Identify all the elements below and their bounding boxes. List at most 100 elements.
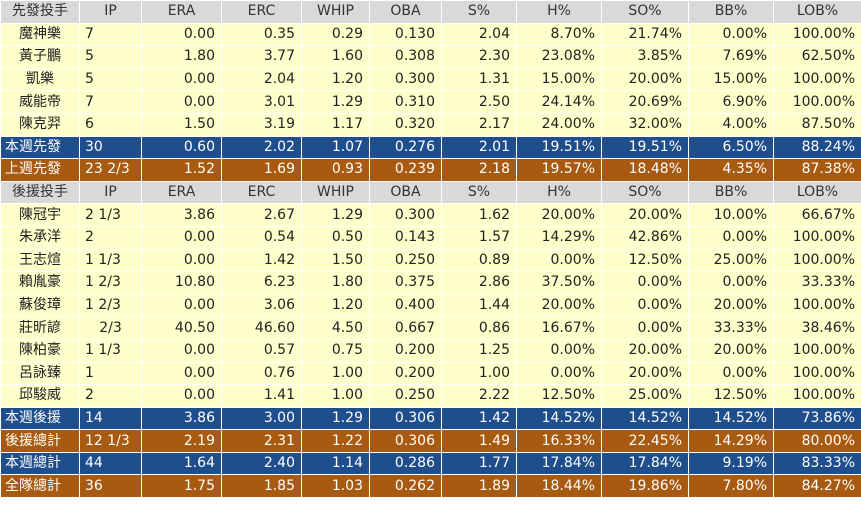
cell-era: 0.00 bbox=[141, 361, 222, 386]
header-s-pct: S% bbox=[441, 0, 517, 24]
cell-so-pct: 20.69% bbox=[601, 90, 689, 114]
header-ip: IP bbox=[79, 180, 142, 205]
cell-h-pct: 0.00% bbox=[516, 338, 602, 363]
cell-era: 1.80 bbox=[141, 45, 222, 69]
cell-so-pct: 19.51% bbox=[601, 135, 689, 160]
cell-ip: 30 bbox=[79, 135, 142, 160]
starter-row: 陳克羿 6 1.50 3.19 1.17 0.320 2.17 24.00% 32.00% 4.0… bbox=[0, 112, 861, 137]
header-era: ERA bbox=[141, 0, 222, 24]
cell-s-pct: 1.62 bbox=[441, 203, 517, 227]
cell-oba: 0.306 bbox=[369, 406, 442, 431]
cell-ip: 2 bbox=[79, 384, 142, 408]
cell-bb-pct: 14.29% bbox=[688, 429, 774, 453]
cell-whip: 1.22 bbox=[301, 429, 370, 453]
cell-ip: 2/3 bbox=[79, 316, 142, 340]
cell-lob-pct: 100.00% bbox=[773, 67, 861, 92]
cell-whip: 1.17 bbox=[301, 112, 370, 137]
reliever-row: 陳冠宇 2 1/3 3.86 2.67 1.29 0.300 1.62 20.00% 20.00… bbox=[0, 203, 861, 227]
cell-whip: 1.80 bbox=[301, 271, 370, 295]
cell-era: 0.00 bbox=[141, 248, 222, 273]
relievers-total-row: 後援總計 12 1/3 2.19 2.31 1.22 0.306 1.49 16.33% 22.… bbox=[0, 429, 861, 453]
cell-ip: 1 1/3 bbox=[79, 248, 142, 273]
cell-player: 賴胤豪 bbox=[0, 271, 80, 295]
cell-bb-pct: 0.00% bbox=[688, 22, 774, 47]
starter-row: 威能帝 7 0.00 3.01 1.29 0.310 2.50 24.14% 20.69% 6.9… bbox=[0, 90, 861, 114]
cell-s-pct: 2.30 bbox=[441, 45, 517, 69]
cell-ip: 6 bbox=[79, 112, 142, 137]
header-player: 先發投手 bbox=[0, 0, 80, 24]
cell-so-pct: 14.52% bbox=[601, 406, 689, 431]
cell-h-pct: 16.67% bbox=[516, 316, 602, 340]
cell-erc: 0.57 bbox=[221, 338, 302, 363]
cell-era: 1.50 bbox=[141, 112, 222, 137]
cell-whip: 1.14 bbox=[301, 451, 370, 476]
header-player: 後援投手 bbox=[0, 180, 80, 205]
cell-player: 凱樂 bbox=[0, 67, 80, 92]
cell-bb-pct: 12.50% bbox=[688, 384, 774, 408]
cell-oba: 0.375 bbox=[369, 271, 442, 295]
cell-player: 本週先發 bbox=[0, 135, 80, 160]
relievers-week-row: 本週後援 14 3.86 3.00 1.29 0.306 1.42 14.52% 14.52% 1… bbox=[0, 406, 861, 431]
cell-h-pct: 24.00% bbox=[516, 112, 602, 137]
cell-player: 莊昕諺 bbox=[0, 316, 80, 340]
cell-h-pct: 0.00% bbox=[516, 248, 602, 273]
cell-oba: 0.250 bbox=[369, 248, 442, 273]
cell-so-pct: 20.00% bbox=[601, 338, 689, 363]
cell-lob-pct: 84.27% bbox=[773, 474, 861, 499]
cell-era: 3.86 bbox=[141, 203, 222, 227]
cell-player: 陳克羿 bbox=[0, 112, 80, 137]
cell-erc: 0.54 bbox=[221, 225, 302, 250]
cell-s-pct: 1.42 bbox=[441, 406, 517, 431]
cell-erc: 2.04 bbox=[221, 67, 302, 92]
starters-week-row: 本週先發 30 0.60 2.02 1.07 0.276 2.01 19.51% 19.51% 6… bbox=[0, 135, 861, 160]
cell-so-pct: 0.00% bbox=[601, 271, 689, 295]
cell-h-pct: 0.00% bbox=[516, 361, 602, 386]
cell-bb-pct: 0.00% bbox=[688, 361, 774, 386]
cell-h-pct: 14.29% bbox=[516, 225, 602, 250]
cell-whip: 1.20 bbox=[301, 67, 370, 92]
cell-erc: 1.69 bbox=[221, 158, 302, 182]
header-bb-pct: BB% bbox=[688, 180, 774, 205]
cell-bb-pct: 0.00% bbox=[688, 271, 774, 295]
reliever-row: 呂詠臻 1 0.00 0.76 1.00 0.200 1.00 0.00% 20.00% 0.00… bbox=[0, 361, 861, 386]
header-lob-pct: LOB% bbox=[773, 0, 861, 24]
cell-lob-pct: 88.24% bbox=[773, 135, 861, 160]
cell-player: 邱駿威 bbox=[0, 384, 80, 408]
starter-row: 黃子鵬 5 1.80 3.77 1.60 0.308 2.30 23.08% 3.85% 7.69… bbox=[0, 45, 861, 69]
cell-h-pct: 20.00% bbox=[516, 203, 602, 227]
cell-so-pct: 20.00% bbox=[601, 361, 689, 386]
starter-row: 凱樂 5 0.00 2.04 1.20 0.300 1.31 15.00% 20.00% 15.0… bbox=[0, 67, 861, 92]
cell-bb-pct: 4.00% bbox=[688, 112, 774, 137]
cell-whip: 0.75 bbox=[301, 338, 370, 363]
header-era: ERA bbox=[141, 180, 222, 205]
cell-ip: 7 bbox=[79, 90, 142, 114]
cell-ip: 2 1/3 bbox=[79, 203, 142, 227]
cell-era: 1.52 bbox=[141, 158, 222, 182]
cell-erc: 3.19 bbox=[221, 112, 302, 137]
cell-ip: 1 2/3 bbox=[79, 271, 142, 295]
cell-erc: 1.42 bbox=[221, 248, 302, 273]
header-oba: OBA bbox=[369, 0, 442, 24]
cell-ip: 1 2/3 bbox=[79, 293, 142, 318]
cell-lob-pct: 62.50% bbox=[773, 45, 861, 69]
cell-so-pct: 12.50% bbox=[601, 248, 689, 273]
cell-era: 1.64 bbox=[141, 451, 222, 476]
cell-whip: 0.29 bbox=[301, 22, 370, 47]
cell-erc: 3.77 bbox=[221, 45, 302, 69]
cell-era: 0.00 bbox=[141, 67, 222, 92]
cell-s-pct: 1.49 bbox=[441, 429, 517, 453]
cell-so-pct: 21.74% bbox=[601, 22, 689, 47]
cell-era: 2.19 bbox=[141, 429, 222, 453]
cell-oba: 0.306 bbox=[369, 429, 442, 453]
cell-era: 0.00 bbox=[141, 384, 222, 408]
cell-s-pct: 0.89 bbox=[441, 248, 517, 273]
cell-erc: 1.85 bbox=[221, 474, 302, 499]
header-whip: WHIP bbox=[301, 0, 370, 24]
cell-era: 0.60 bbox=[141, 135, 222, 160]
cell-era: 1.75 bbox=[141, 474, 222, 499]
header-s-pct: S% bbox=[441, 180, 517, 205]
cell-player: 威能帝 bbox=[0, 90, 80, 114]
cell-erc: 6.23 bbox=[221, 271, 302, 295]
cell-whip: 1.50 bbox=[301, 248, 370, 273]
cell-bb-pct: 4.35% bbox=[688, 158, 774, 182]
